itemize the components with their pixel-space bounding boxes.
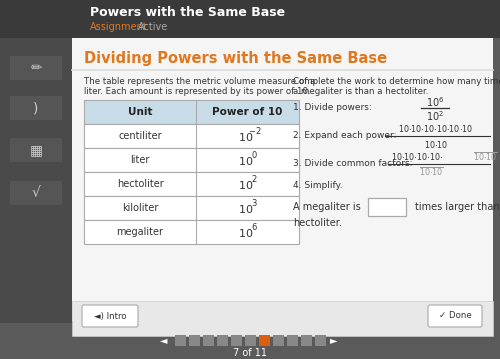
Text: $\overline{10}{\cdot}\overline{10}$: $\overline{10}{\cdot}\overline{10}$ [418,166,444,178]
Text: The table represents the metric volume measure of a: The table represents the metric volume m… [84,78,316,87]
Text: ▦: ▦ [30,143,43,157]
Text: 2. Expand each power:: 2. Expand each power: [293,131,397,140]
Text: ◄) Intro: ◄) Intro [94,312,126,321]
FancyBboxPatch shape [84,196,299,220]
Text: kiloliter: kiloliter [122,203,158,213]
FancyBboxPatch shape [0,38,72,323]
Text: $0$: $0$ [251,149,258,160]
Text: ►: ► [330,335,338,345]
Text: Powers with the Same Base: Powers with the Same Base [90,6,285,19]
Text: $6$: $6$ [251,222,258,233]
FancyBboxPatch shape [314,335,326,345]
FancyBboxPatch shape [10,138,62,162]
Text: A megaliter is: A megaliter is [293,202,361,212]
Text: Complete the work to determine how many times larger: Complete the work to determine how many … [293,78,500,87]
Text: liter: liter [130,155,150,165]
Text: $2$: $2$ [252,173,258,185]
Text: ✏: ✏ [30,61,42,75]
Text: $\overline{10}{\cdot}\overline{10}$: $\overline{10}{\cdot}\overline{10}$ [473,151,498,163]
FancyBboxPatch shape [84,148,299,172]
FancyBboxPatch shape [428,305,482,327]
Text: 7 of 11: 7 of 11 [233,348,267,358]
FancyBboxPatch shape [0,0,500,38]
Text: Power of 10: Power of 10 [212,107,282,117]
Text: Dividing Powers with the Same Base: Dividing Powers with the Same Base [84,51,387,65]
Text: 3. Divide common factors:: 3. Divide common factors: [293,159,412,168]
FancyBboxPatch shape [82,305,138,327]
FancyBboxPatch shape [174,335,186,345]
Text: liter. Each amount is represented by its power of 10.: liter. Each amount is represented by its… [84,88,310,97]
Text: Active: Active [138,22,168,32]
Text: a megaliter is than a hectoliter.: a megaliter is than a hectoliter. [293,88,428,97]
FancyBboxPatch shape [230,335,241,345]
Text: $10{\cdot}10{\cdot}10{\cdot}10{\cdot}10{\cdot}10$: $10{\cdot}10{\cdot}10{\cdot}10{\cdot}10{… [398,123,473,135]
FancyBboxPatch shape [368,198,406,216]
Text: $10$: $10$ [238,131,253,143]
Text: $10{\cdot}10$: $10{\cdot}10$ [424,139,448,149]
FancyBboxPatch shape [84,172,299,196]
Text: centiliter: centiliter [118,131,162,141]
FancyBboxPatch shape [84,100,299,124]
Text: hectoliter: hectoliter [116,179,164,189]
Text: $10{\cdot}10{\cdot}10{\cdot}10{\cdot}$: $10{\cdot}10{\cdot}10{\cdot}10{\cdot}$ [391,151,443,163]
Text: $10^2$: $10^2$ [426,109,444,123]
Text: 1. Divide powers:: 1. Divide powers: [293,103,372,112]
Text: √: √ [32,186,40,200]
Text: hectoliter.: hectoliter. [293,218,342,228]
FancyBboxPatch shape [286,335,298,345]
FancyBboxPatch shape [258,335,270,345]
FancyBboxPatch shape [202,335,213,345]
Text: $-2$: $-2$ [248,126,261,136]
FancyBboxPatch shape [84,124,299,148]
Text: $10$: $10$ [238,203,253,215]
FancyBboxPatch shape [72,38,493,321]
FancyBboxPatch shape [10,56,62,80]
Text: megaliter: megaliter [116,227,164,237]
Text: $10$: $10$ [238,179,253,191]
Text: ): ) [34,101,38,115]
FancyBboxPatch shape [84,220,299,244]
FancyBboxPatch shape [300,335,312,345]
Text: ◄: ◄ [160,335,168,345]
Text: $10$: $10$ [238,227,253,239]
FancyBboxPatch shape [10,181,62,205]
FancyBboxPatch shape [10,96,62,120]
FancyBboxPatch shape [72,301,493,336]
FancyBboxPatch shape [216,335,228,345]
Text: Assignment: Assignment [90,22,148,32]
FancyBboxPatch shape [188,335,200,345]
Text: times larger than a: times larger than a [415,202,500,212]
FancyBboxPatch shape [272,335,283,345]
Text: $10$: $10$ [238,155,253,167]
Text: $3$: $3$ [251,197,258,209]
Text: ✓ Done: ✓ Done [438,312,472,321]
Text: $10^6$: $10^6$ [426,95,444,109]
Text: 4. Simplify.: 4. Simplify. [293,181,343,190]
Text: Unit: Unit [128,107,152,117]
FancyBboxPatch shape [244,335,256,345]
